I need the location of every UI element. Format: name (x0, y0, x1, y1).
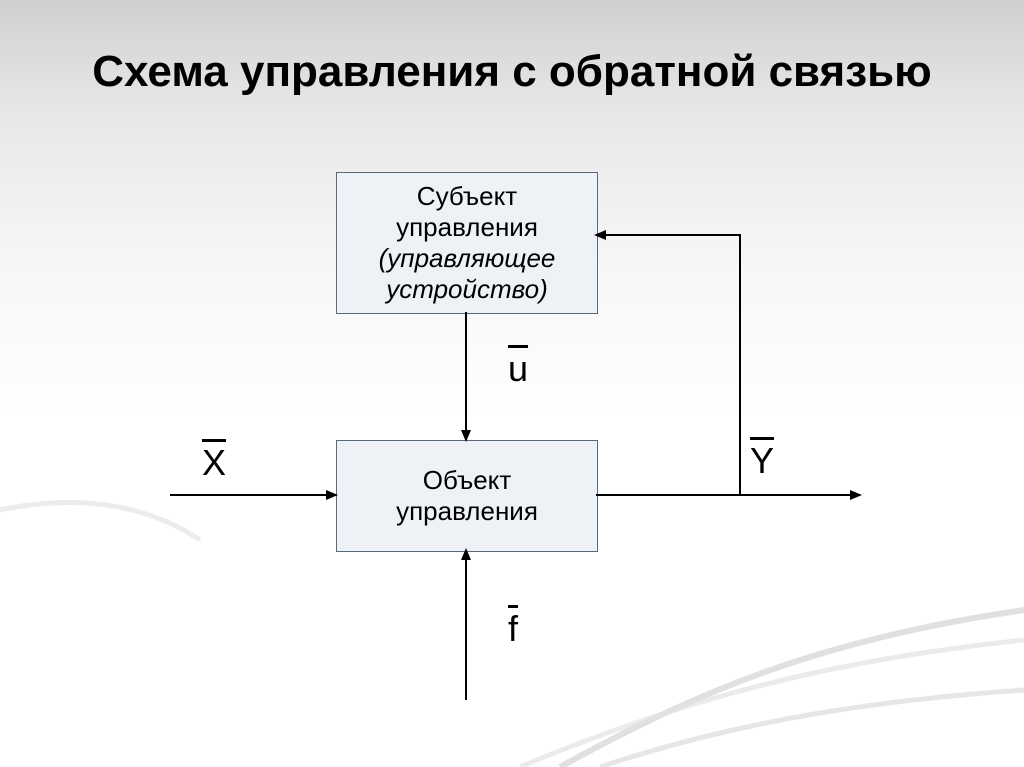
node-subject: Субъект управления (управляющее устройст… (336, 172, 598, 314)
label-x: X (202, 442, 226, 484)
node-subject-line3: (управляющее (345, 243, 589, 274)
node-object-line1: Объект (345, 465, 589, 496)
edge-feedback (596, 235, 740, 495)
label-u: u (508, 348, 528, 390)
node-subject-line1: Субъект (345, 181, 589, 212)
node-subject-line4: устройство) (345, 274, 589, 305)
label-f: f (508, 608, 518, 650)
node-subject-line2: управления (345, 212, 589, 243)
node-object: Объект управления (336, 440, 598, 552)
label-y: Y (750, 440, 774, 482)
slide: Схема управления с обратной связью Субъе… (0, 0, 1024, 767)
node-object-line2: управления (345, 496, 589, 527)
slide-title: Схема управления с обратной связью (0, 47, 1024, 98)
